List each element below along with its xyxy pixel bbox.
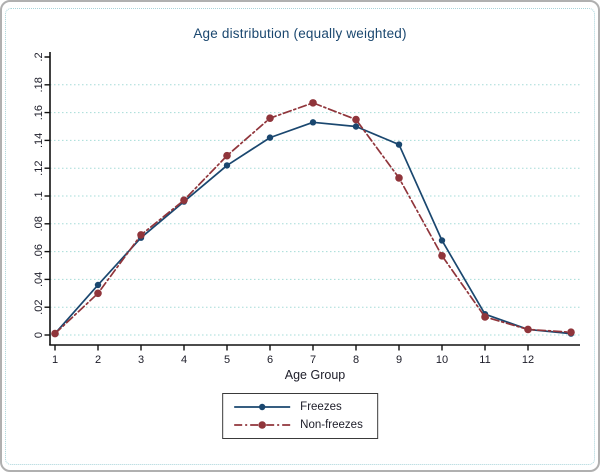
legend-label: Freezes — [300, 401, 342, 413]
data-point — [438, 251, 446, 260]
data-point — [352, 115, 360, 124]
legend-item-non-freezes: Non-freezes — [233, 419, 363, 431]
data-point — [94, 289, 102, 298]
y-tick-label: 0 — [33, 332, 45, 338]
y-tick-label: .08 — [33, 216, 45, 231]
x-tick-label: 8 — [353, 354, 359, 366]
x-axis-title: Age Group — [285, 368, 346, 382]
data-point — [223, 162, 231, 169]
y-tick-label: .12 — [33, 161, 45, 176]
data-point — [481, 313, 489, 321]
data-point — [180, 196, 188, 204]
y-tick-label: .04 — [33, 272, 45, 287]
data-point — [309, 99, 317, 107]
x-tick-label: 9 — [396, 354, 402, 366]
data-point — [94, 281, 102, 289]
data-point — [567, 328, 575, 337]
x-tick-label: 5 — [224, 354, 230, 366]
y-tick-label: .1 — [33, 191, 45, 200]
x-tick-label: 1 — [52, 354, 58, 366]
legend-marker-icon — [258, 421, 266, 429]
y-tick-label: .06 — [33, 244, 45, 259]
x-tick-label: 10 — [436, 354, 448, 366]
data-point — [51, 329, 59, 338]
data-point — [395, 174, 403, 182]
data-point — [309, 119, 317, 126]
legend-marker-icon — [258, 403, 266, 411]
x-tick-label: 12 — [522, 354, 534, 366]
data-point — [395, 141, 403, 148]
legend-label: Non-freezes — [300, 419, 363, 431]
y-tick-label: .14 — [33, 133, 45, 148]
x-tick-label: 7 — [310, 354, 316, 366]
x-tick-label: 4 — [181, 354, 187, 366]
chart-title: Age distribution (equally weighted) — [193, 26, 407, 41]
data-point — [524, 325, 532, 334]
data-point — [137, 231, 145, 239]
data-point — [438, 237, 446, 244]
data-point — [352, 123, 360, 130]
data-point — [266, 114, 274, 122]
x-tick-label: 2 — [95, 354, 101, 366]
legend-item-freezes: Freezes — [233, 401, 363, 413]
y-tick-label: .18 — [33, 77, 45, 92]
data-point — [223, 151, 231, 160]
axes: 0.02.04.06.08.1.12.14.16.18.21 2 3 4 5 6 7 8 9 10… — [33, 52, 580, 366]
legend-line-sample-non-freezes — [234, 421, 291, 429]
y-tick-label: .02 — [33, 300, 45, 315]
data-point — [266, 134, 274, 141]
series-line-non-freezes — [54, 102, 572, 335]
series-layer — [51, 99, 575, 338]
y-tick-label: .2 — [33, 52, 45, 61]
series-line-freezes — [54, 121, 572, 335]
x-tick-label: 3 — [138, 354, 144, 366]
gridlines — [50, 84, 580, 336]
x-tick-label: 11 — [479, 354, 490, 366]
y-tick-label: .16 — [33, 105, 45, 120]
legend: Freezes Non-freezes — [222, 393, 378, 439]
x-tick-label: 6 — [267, 354, 273, 366]
legend-line-sample-freezes — [234, 403, 291, 411]
